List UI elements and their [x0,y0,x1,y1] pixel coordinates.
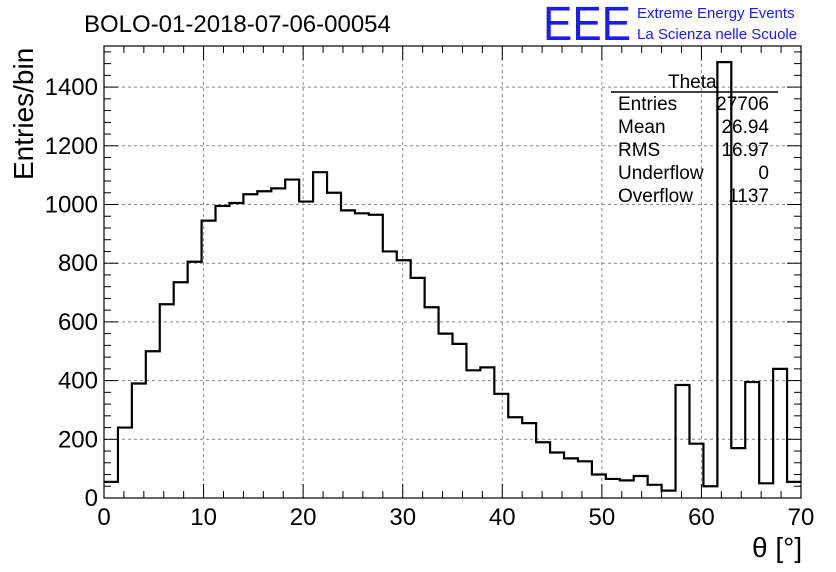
x-tick-label: 40 [489,504,516,531]
y-axis-title: Entries/bin [8,48,39,180]
x-tick-label: 0 [97,504,110,531]
stats-row-value: 26.94 [721,117,769,138]
stats-row-label: Mean [618,117,666,138]
y-tick-label: 1000 [45,191,98,218]
stats-row-value: 16.97 [721,140,769,161]
grid-lines [104,46,801,498]
x-axis-title: θ [°] [752,532,802,563]
x-tick-label: 50 [589,504,616,531]
stats-row-label: Overflow [618,186,693,207]
stats-row-value: 1137 [728,186,769,207]
y-tick-label: 200 [58,426,98,453]
y-tick-label: 0 [85,485,98,512]
y-tick-label: 1200 [45,133,98,160]
y-tick-label: 1400 [45,74,98,101]
logo-mark: EEE [543,0,631,51]
x-tick-label: 60 [688,504,715,531]
logo-line-2: La Scienza nelle Scuole [637,26,797,43]
x-tick-label: 20 [290,504,317,531]
stats-row-label: Entries [618,94,677,115]
y-tick-label: 800 [58,250,98,277]
y-tick-label: 400 [58,368,98,395]
stats-row-value: 0 [758,163,769,184]
plot-title: BOLO-01-2018-07-06-00054 [84,11,391,38]
stats-row-value: 27706 [716,94,769,115]
eee-logo: EEE Extreme Energy Events La Scienza nel… [543,0,797,51]
stats-row-label: Underflow [618,163,704,184]
y-tick-label: 600 [58,309,98,336]
stats-name: Theta [668,72,717,93]
stats-rows: Entries 27706 Mean 26.94 RMS 16.97 Underflow 0 O… [618,94,769,207]
plot-frame [103,45,802,499]
stats-box: Theta Entries 27706 Mean 26.94 RMS 16.97 Under… [611,72,778,207]
histogram-line [104,61,801,492]
logo-line-1: Extreme Energy Events [637,5,795,22]
x-tick-label: 30 [389,504,416,531]
x-tick-label: 70 [788,504,815,531]
tick-labels: 0 10 20 30 40 50 60 70 0 200 400 600 800 1000 1200 1400 [45,74,815,531]
axis-ticks [103,46,802,499]
x-tick-label: 10 [190,504,217,531]
stats-row-label: RMS [618,140,660,161]
